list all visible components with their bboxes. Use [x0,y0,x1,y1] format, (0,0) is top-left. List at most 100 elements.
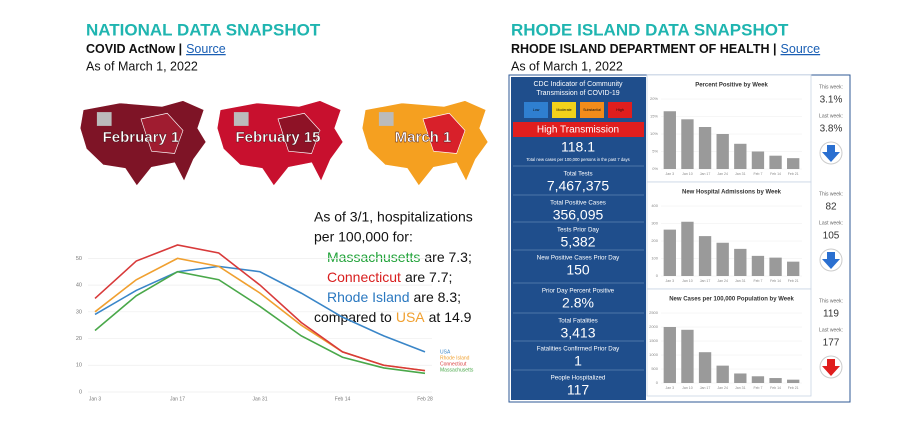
bar [663,229,676,276]
stat-label: Total Fatalities [558,318,598,325]
stat-label: Total Tests [563,171,592,178]
map-patch [233,112,249,126]
note-name: Massachusetts [327,249,420,265]
bar [716,242,729,276]
source-link[interactable]: Source [781,42,821,56]
y-tick-label: 15% [650,114,658,119]
note-line: compared to USA at 14.9 [314,309,472,325]
bar [769,257,782,276]
y-tick-label: 10% [650,131,658,136]
stat-value: 2.8% [562,295,594,311]
note-value: are 7.7; [405,269,452,285]
stat-label: Fatalities Confirmed Prior Day [537,346,620,353]
x-tick-label: Jan 10 [682,172,693,176]
bar [787,261,800,276]
week-value: 82 [825,202,837,213]
week-value: 3.8% [820,124,843,135]
bar [716,365,729,383]
y-tick-label: 500 [651,366,658,371]
bar [751,255,765,276]
note-line: Rhode Island are 8.3; [327,289,461,305]
y-tick-label: 0% [652,166,658,171]
x-tick-label: Jan 17 [170,396,185,402]
series-line [94,244,426,372]
stat-label: New Positive Cases Prior Day [537,255,620,262]
bar [698,236,712,276]
bar [663,327,676,383]
x-tick-label: Jan 31 [735,172,746,176]
stat-label: People Hospitalized [551,375,606,382]
map-label: February 15 [235,129,320,146]
bar [734,143,747,169]
y-tick-label: 2500 [649,310,659,315]
stat-value: 117 [567,382,590,398]
week-value: 3.1% [820,95,843,106]
series-line [94,265,426,353]
us-map [361,100,489,187]
week-label: Last week: [819,220,843,226]
y-tick-label: 2000 [649,324,659,329]
bar [734,373,747,383]
week-value: 119 [823,309,839,320]
map-region [140,112,184,154]
legend-entry: USA [440,349,451,355]
chart-title: Percent Positive by Week [695,83,768,89]
source-prefix: COVID ActNow | [86,42,182,56]
x-tick-label: Jan 17 [700,386,711,390]
x-tick-label: Jan 31 [735,279,746,283]
bar [698,127,712,169]
x-tick-label: Jan 3 [666,386,675,390]
x-tick-label: Feb 14 [335,396,351,402]
stat-value: 356,095 [553,207,604,223]
y-tick-label: 40 [76,283,82,289]
map-patch [378,112,394,126]
source-link[interactable]: Source [186,42,226,56]
trend-arrow [822,359,840,376]
bar [681,119,694,169]
section-title: RHODE ISLAND DATA SNAPSHOT [511,20,789,39]
as-of-date: As of March 1, 2022 [86,59,198,73]
x-tick-label: Feb 21 [788,386,799,390]
note-value: at 14.9 [429,309,472,325]
level-box [580,102,604,118]
stat-value: 1 [574,353,582,369]
week-label: This week: [819,298,843,304]
map-patch [96,112,112,126]
rate-value: 118.1 [561,139,595,155]
x-tick-label: Jan 10 [682,279,693,283]
level-label: Moderate [556,108,571,112]
week-label: This week: [819,191,843,197]
source-line: RHODE ISLAND DEPARTMENT OF HEALTH | Sourc… [511,42,820,56]
x-tick-label: Jan 10 [682,386,693,390]
note-text: per 100,000 for: [314,229,413,245]
map-label: February 1 [103,129,180,146]
bar [769,378,782,383]
bar [663,111,676,169]
x-tick-label: Jan 24 [717,386,728,390]
legend-entry: Connecticut [440,361,467,367]
source-line: COVID ActNow | Source [86,42,226,56]
level-label: High [616,108,623,112]
note-value: are 7.3; [424,249,471,265]
stat-label: Tests Prior Day [557,227,600,234]
bar [787,158,800,169]
trend-arrow [822,145,840,162]
x-tick-label: Jan 17 [700,279,711,283]
note-value: are 8.3; [414,289,461,305]
note-name: USA [396,309,425,325]
stat-label: Total Positive Cases [550,200,606,207]
cdc-title: CDC Indicator of Community [533,81,623,88]
y-tick-label: 50 [76,256,82,262]
level-box [608,102,632,118]
note-text: As of 3/1, hospitalizations [314,209,473,225]
trend-arrow [822,252,840,269]
y-tick-label: 400 [651,203,658,208]
x-tick-label: Feb 14 [770,172,781,176]
bar [681,329,694,383]
y-tick-label: 10 [76,363,82,369]
bar [769,155,782,169]
x-tick-label: Jan 24 [717,172,728,176]
x-tick-label: Jan 31 [735,386,746,390]
